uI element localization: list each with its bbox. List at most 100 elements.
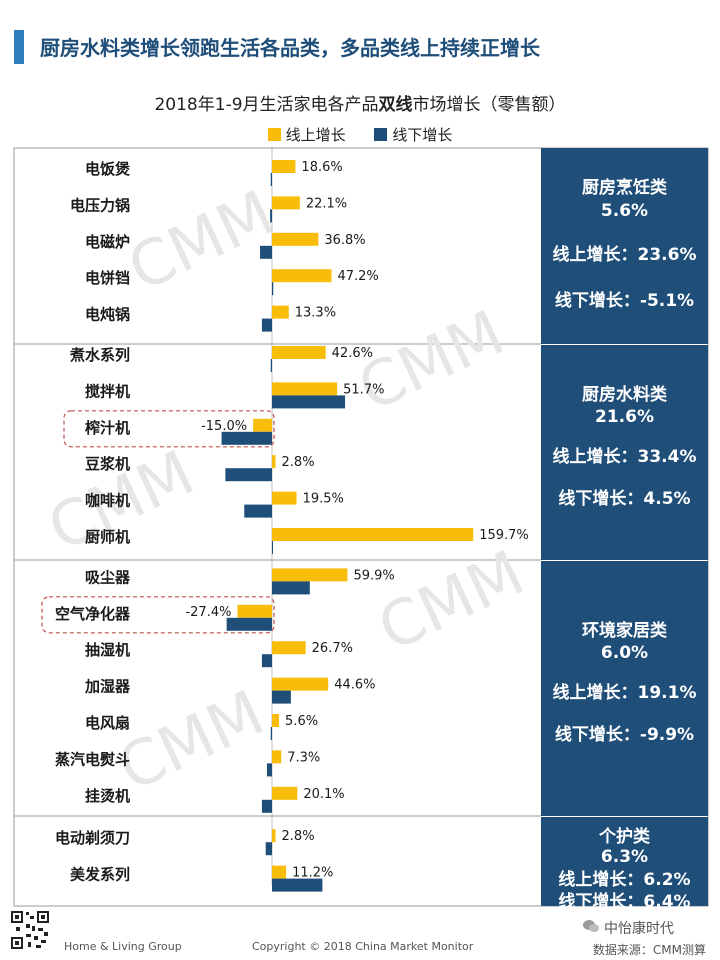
bar-online bbox=[272, 269, 332, 283]
category-label: 抽湿机 bbox=[85, 641, 130, 659]
bar-offline bbox=[272, 581, 310, 595]
bar-online bbox=[272, 750, 282, 764]
chart-title-suffix: 市场增长（零售额） bbox=[412, 95, 566, 115]
data-label-online: 42.6% bbox=[332, 346, 373, 361]
category-total: 6.3% bbox=[601, 847, 648, 867]
data-label-online: 26.7% bbox=[312, 641, 353, 656]
bar-offline bbox=[261, 654, 272, 668]
footer-group: Home & Living Group bbox=[64, 940, 182, 953]
bar-online bbox=[272, 865, 287, 879]
category-total: 21.6% bbox=[595, 407, 654, 427]
bar-online bbox=[272, 305, 289, 319]
watermark-text: CMM bbox=[367, 536, 534, 666]
bar-offline bbox=[270, 727, 272, 740]
legend-item-offline: 线下增长 bbox=[374, 124, 452, 145]
category-total: 6.0% bbox=[601, 643, 648, 663]
category-label: 挂烫机 bbox=[85, 787, 130, 805]
category-name: 环境家居类 bbox=[582, 620, 668, 641]
category-panel bbox=[541, 148, 708, 344]
bar-online bbox=[272, 346, 326, 359]
headline-accent-bar bbox=[14, 30, 24, 64]
data-label-online: 11.2% bbox=[292, 866, 333, 881]
bar-offline bbox=[272, 541, 273, 554]
bar-offline bbox=[272, 395, 346, 409]
headline: 厨房水料类增长领跑生活各品类，多品类线上持续正增长 bbox=[14, 30, 704, 64]
bar-online bbox=[272, 160, 296, 173]
data-label-online: 2.8% bbox=[282, 829, 315, 844]
data-label-online: 20.1% bbox=[303, 787, 344, 802]
bar-online bbox=[272, 528, 474, 541]
legend-swatch-offline bbox=[374, 128, 388, 141]
category-panel bbox=[541, 561, 708, 816]
category-name: 厨房烹饪类 bbox=[582, 177, 668, 198]
category-offline-growth: 线下增长：-9.9% bbox=[555, 724, 694, 745]
category-label: 吸尘器 bbox=[85, 568, 131, 586]
category-online-growth: 线上增长：33.4% bbox=[553, 446, 697, 467]
category-label: 煮水系列 bbox=[69, 346, 130, 364]
category-label: 蒸汽电熨斗 bbox=[55, 750, 130, 768]
bar-offline bbox=[270, 209, 272, 223]
category-offline-growth: 线下增长：-5.1% bbox=[555, 290, 694, 311]
bar-offline bbox=[265, 842, 272, 856]
category-label: 电饼铛 bbox=[85, 269, 130, 287]
watermark-text: CMM bbox=[107, 676, 274, 806]
category-label: 豆浆机 bbox=[85, 455, 130, 473]
category-panel bbox=[541, 817, 708, 906]
category-offline-growth: 线下增长：6.4% bbox=[558, 891, 690, 912]
data-label-online: 59.9% bbox=[353, 568, 394, 583]
legend-label-online: 线上增长 bbox=[285, 126, 346, 144]
data-label-online: -27.4% bbox=[185, 605, 231, 620]
category-label: 咖啡机 bbox=[85, 492, 130, 510]
qr-code-icon bbox=[10, 910, 50, 950]
category-name: 个护类 bbox=[598, 826, 651, 847]
bar-offline bbox=[272, 690, 291, 704]
category-total: 5.6% bbox=[601, 201, 648, 221]
bar-online bbox=[272, 677, 329, 691]
category-online-growth: 线上增长：23.6% bbox=[553, 244, 697, 265]
data-label-online: 19.5% bbox=[303, 492, 344, 507]
data-label-online: 7.3% bbox=[287, 750, 320, 765]
data-label-online: 5.6% bbox=[285, 714, 318, 729]
data-label-online: 2.8% bbox=[282, 455, 315, 470]
bar-offline bbox=[266, 763, 272, 777]
bar-offline bbox=[261, 799, 272, 813]
category-label: 电动剃须刀 bbox=[55, 829, 130, 847]
bar-offline bbox=[270, 173, 272, 186]
data-label-online: 13.3% bbox=[295, 306, 336, 321]
category-label: 搅拌机 bbox=[85, 382, 130, 400]
bar-offline bbox=[221, 431, 272, 445]
bar-offline bbox=[244, 504, 272, 518]
data-label-online: 47.2% bbox=[337, 269, 378, 284]
data-label-online: 159.7% bbox=[479, 528, 529, 543]
bar-online bbox=[272, 641, 306, 655]
brand-name: 中怡康时代 bbox=[604, 921, 674, 937]
bar-offline bbox=[226, 617, 272, 631]
highlight-box bbox=[63, 410, 275, 448]
bar-online bbox=[272, 568, 348, 582]
category-label: 电风扇 bbox=[85, 714, 130, 732]
highlight-box bbox=[41, 596, 275, 634]
category-label: 榨汁机 bbox=[85, 419, 130, 437]
bar-online bbox=[253, 418, 272, 432]
bar-online bbox=[272, 714, 280, 727]
headline-text: 厨房水料类增长领跑生活各品类，多品类线上持续正增长 bbox=[40, 36, 540, 60]
bar-offline bbox=[272, 878, 323, 892]
wechat-icon bbox=[583, 920, 599, 932]
watermark-text: CMM bbox=[117, 176, 284, 306]
bar-online bbox=[272, 455, 276, 469]
data-label-online: 44.6% bbox=[334, 678, 375, 693]
category-offline-growth: 线下增长：4.5% bbox=[558, 488, 690, 509]
data-label-online: 18.6% bbox=[301, 160, 342, 175]
bar-online bbox=[272, 382, 338, 396]
bar-online bbox=[272, 196, 300, 210]
legend-swatch-online bbox=[267, 128, 281, 141]
category-name: 厨房水料类 bbox=[582, 384, 668, 405]
chart-title: 2018年1-9月生活家电各产品双线市场增长（零售额） bbox=[0, 90, 720, 115]
category-online-growth: 线上增长：6.2% bbox=[558, 869, 690, 890]
category-label: 空气净化器 bbox=[55, 605, 131, 623]
bar-online bbox=[237, 604, 272, 618]
category-online-growth: 线上增长：19.1% bbox=[553, 682, 697, 703]
data-source: 数据来源：CMM测算 bbox=[592, 943, 706, 957]
data-label-online: -15.0% bbox=[201, 419, 247, 434]
legend-item-online: 线上增长 bbox=[267, 124, 346, 145]
